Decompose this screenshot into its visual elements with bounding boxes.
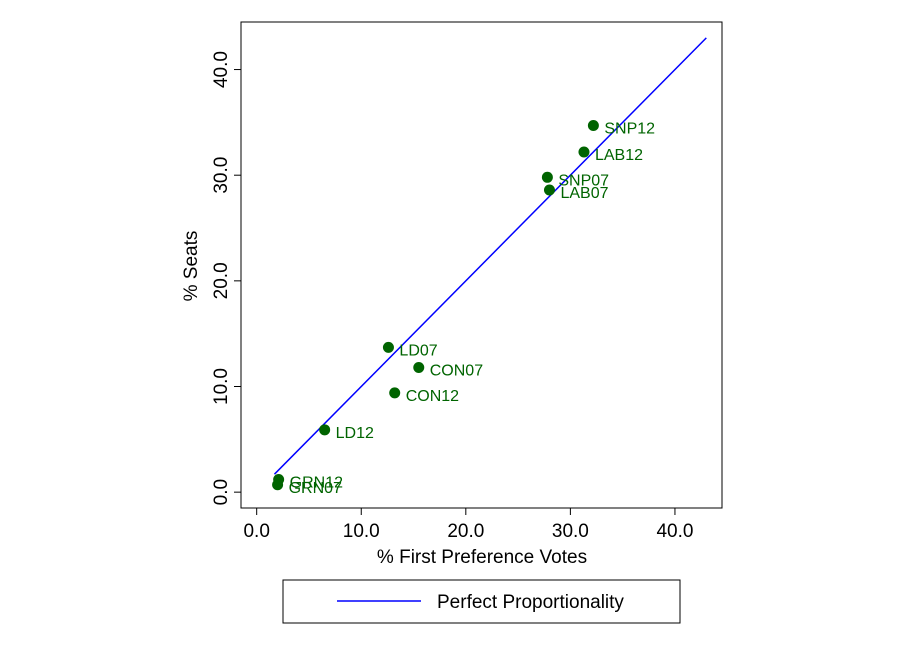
y-tick-label: 10.0 (211, 368, 232, 405)
data-label-lab12: LAB12 (595, 147, 643, 164)
y-tick-label: 40.0 (211, 51, 232, 88)
data-point-ld12 (319, 424, 331, 436)
data-label-grn12: GRN12 (290, 474, 343, 491)
data-label-lab07: LAB07 (560, 185, 608, 202)
plot-frame (240, 21, 723, 509)
x-tick-label: 10.0 (343, 521, 380, 542)
data-label-grn07: GRN07 (289, 480, 342, 497)
legend-entry-label: Perfect Proportionality (437, 592, 624, 613)
data-point-con12 (389, 387, 401, 399)
data-label-ld07: LD07 (399, 342, 437, 359)
x-tick-label: 0.0 (243, 521, 269, 542)
plot-area: 0.0 10.0 20.0 30.0 40.0 0.0 10.0 20.0 30.0 40.0 SN… (211, 21, 723, 542)
y-axis-title: % Seats (181, 231, 202, 302)
data-label-snp07: SNP07 (558, 172, 609, 189)
x-tick-label: 30.0 (552, 521, 589, 542)
data-label-snp12: SNP12 (604, 121, 655, 138)
data-point-lab07 (543, 184, 555, 196)
y-tick-label: 20.0 (211, 262, 232, 299)
perfect-proportionality-line (273, 37, 707, 475)
y-tick-label: 0.0 (211, 479, 232, 505)
data-point-snp12 (587, 120, 599, 132)
legend: Perfect Proportionality (282, 579, 681, 624)
data-point-con07 (413, 361, 425, 373)
data-label-ld12: LD12 (336, 425, 374, 442)
data-point-lab12 (578, 146, 590, 158)
data-point-ld07 (382, 341, 394, 353)
y-tick-label: 30.0 (211, 157, 232, 194)
data-point-grn07 (272, 479, 284, 491)
x-axis-title: % First Preference Votes (377, 547, 587, 568)
data-point-snp07 (541, 171, 553, 183)
x-tick-label: 40.0 (656, 521, 693, 542)
data-label-con07: CON07 (430, 362, 483, 379)
x-tick-label: 20.0 (447, 521, 484, 542)
data-label-con12: CON12 (406, 388, 459, 405)
